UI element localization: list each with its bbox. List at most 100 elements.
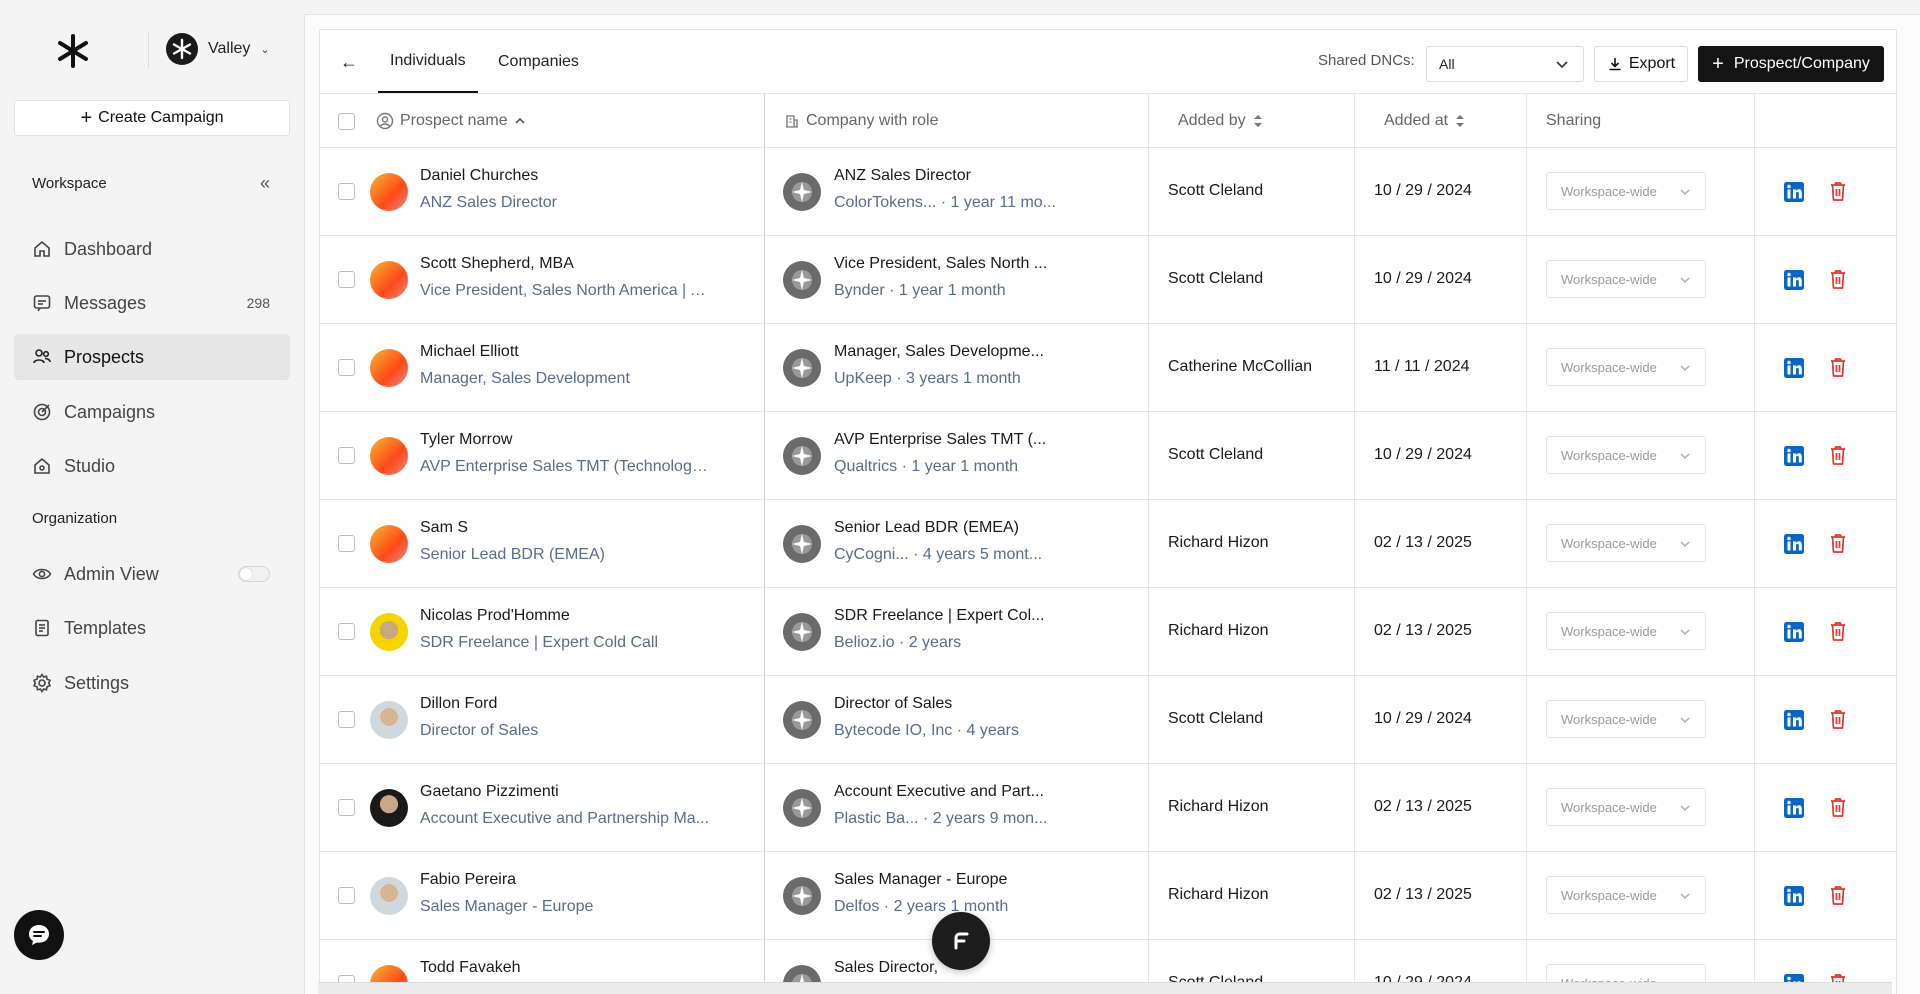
added-by: Richard Hizon (1168, 886, 1269, 903)
prospect-name[interactable]: Nicolas Prod'Homme (420, 607, 570, 624)
table-row[interactable]: Dillon Ford Director of Sales Director of … (320, 676, 1896, 764)
workspace-section-label: Workspace (32, 175, 107, 192)
table-row[interactable]: Daniel Churches ANZ Sales Director ANZ Sal… (320, 148, 1896, 236)
sharing-select[interactable]: Workspace-wide (1546, 788, 1706, 826)
nav-settings[interactable]: Settings (14, 660, 290, 706)
row-checkbox[interactable] (338, 359, 355, 376)
add-prospect-company-button[interactable]: + Prospect/Company (1698, 46, 1884, 82)
added-by: Scott Cleland (1168, 446, 1264, 463)
valley-logo-icon[interactable] (55, 33, 91, 69)
nav-campaigns-label: Campaigns (64, 401, 156, 422)
sharing-select[interactable]: Workspace-wide (1546, 524, 1706, 562)
table-row[interactable]: Scott Shepherd, MBA Vice President, Sales… (320, 236, 1896, 324)
user-circle-icon (376, 112, 394, 130)
row-checkbox[interactable] (338, 623, 355, 640)
table-row[interactable]: Michael Elliott Manager, Sales Developmen… (320, 324, 1896, 412)
prospect-name[interactable]: Todd Favakeh (420, 959, 521, 976)
header-added-at[interactable]: Added at (1384, 94, 1466, 148)
nav-templates[interactable]: Templates (14, 605, 290, 651)
added-at: 02 / 13 / 2025 (1374, 798, 1472, 815)
company-meta: ColorTokens... · 1 year 11 mo... (834, 194, 1057, 211)
table-row[interactable]: Fabio Pereira Sales Manager - Europe Sales… (320, 852, 1896, 940)
table-row[interactable]: Tyler Morrow AVP Enterprise Sales TMT (Te… (320, 412, 1896, 500)
tab-companies[interactable]: Companies (498, 52, 579, 70)
trash-icon[interactable] (1828, 796, 1850, 820)
column-divider (1354, 94, 1355, 994)
add-prospect-company-label: Prospect/Company (1733, 55, 1870, 72)
sharing-select[interactable]: Workspace-wide (1546, 348, 1706, 386)
row-checkbox[interactable] (338, 711, 355, 728)
prospect-name[interactable]: Dillon Ford (420, 695, 498, 712)
company-logo-icon (783, 701, 821, 739)
trash-icon[interactable] (1828, 532, 1850, 556)
floating-app-button[interactable] (932, 912, 990, 970)
trash-icon[interactable] (1828, 356, 1850, 380)
trash-icon[interactable] (1828, 180, 1850, 204)
back-arrow-icon[interactable]: ← (340, 52, 358, 72)
table-row[interactable]: Nicolas Prod'Homme SDR Freelance | Expert… (320, 588, 1896, 676)
prospect-name[interactable]: Gaetano Pizzimenti (420, 783, 559, 800)
trash-icon[interactable] (1828, 268, 1850, 292)
support-chat-button[interactable] (14, 910, 64, 960)
header-added-by[interactable]: Added by (1178, 94, 1264, 148)
row-checkbox[interactable] (338, 799, 355, 816)
chevron-down-icon (1680, 541, 1690, 547)
create-campaign-button[interactable]: + Create Campaign (14, 100, 290, 136)
sharing-select[interactable]: Workspace-wide (1546, 876, 1706, 914)
linkedin-icon[interactable] (1783, 357, 1805, 379)
trash-icon[interactable] (1828, 884, 1850, 908)
nav-templates-label: Templates (64, 617, 147, 638)
header-added-at-label: Added at (1384, 112, 1449, 129)
header-company-role[interactable]: Company with role (784, 94, 939, 148)
table-row[interactable]: Sam S Senior Lead BDR (EMEA) Senior Lead B… (320, 500, 1896, 588)
export-button[interactable]: Export (1594, 46, 1688, 82)
linkedin-icon[interactable] (1783, 885, 1805, 907)
nav-dashboard[interactable]: Dashboard (14, 226, 290, 272)
sharing-select[interactable]: Workspace-wide (1546, 700, 1706, 738)
row-checkbox[interactable] (338, 447, 355, 464)
prospect-name[interactable]: Sam S (420, 519, 469, 536)
row-checkbox[interactable] (338, 271, 355, 288)
shared-dncs-select[interactable]: All (1426, 46, 1584, 82)
nav-campaigns[interactable]: Campaigns (14, 389, 290, 435)
sharing-select[interactable]: Workspace-wide (1546, 436, 1706, 474)
trash-icon[interactable] (1828, 708, 1850, 732)
admin-view-toggle[interactable] (238, 566, 270, 582)
linkedin-icon[interactable] (1783, 709, 1805, 731)
chevron-down-icon (1680, 629, 1690, 635)
trash-icon[interactable] (1828, 620, 1850, 644)
sort-icon (1456, 115, 1465, 127)
workspace-switcher[interactable]: Valley ⌄ (166, 33, 270, 65)
collapse-sidebar-icon[interactable]: « (260, 173, 271, 193)
table-row[interactable]: Gaetano Pizzimenti Account Executive and … (320, 764, 1896, 852)
row-checkbox[interactable] (338, 183, 355, 200)
linkedin-icon[interactable] (1783, 181, 1805, 203)
row-checkbox[interactable] (338, 535, 355, 552)
added-at: 10 / 29 / 2024 (1374, 270, 1472, 287)
prospect-name[interactable]: Scott Shepherd, MBA (420, 255, 574, 272)
prospect-name[interactable]: Michael Elliott (420, 343, 519, 360)
tab-individuals[interactable]: Individuals (378, 30, 478, 93)
select-all-checkbox[interactable] (338, 94, 355, 148)
prospect-name[interactable]: Fabio Pereira (420, 871, 517, 888)
row-checkbox[interactable] (338, 887, 355, 904)
linkedin-icon[interactable] (1783, 445, 1805, 467)
avatar (370, 701, 408, 739)
prospect-name[interactable]: Tyler Morrow (420, 431, 513, 448)
sharing-select[interactable]: Workspace-wide (1546, 260, 1706, 298)
horizontal-scrollbar[interactable] (318, 982, 1892, 994)
nav-messages[interactable]: Messages 298 (14, 280, 290, 326)
sharing-select[interactable]: Workspace-wide (1546, 172, 1706, 210)
linkedin-icon[interactable] (1783, 621, 1805, 643)
linkedin-icon[interactable] (1783, 533, 1805, 555)
linkedin-icon[interactable] (1783, 797, 1805, 819)
nav-studio[interactable]: Studio (14, 443, 290, 489)
trash-icon[interactable] (1828, 444, 1850, 468)
linkedin-icon[interactable] (1783, 269, 1805, 291)
sharing-select[interactable]: Workspace-wide (1546, 612, 1706, 650)
prospect-name[interactable]: Daniel Churches (420, 167, 539, 184)
nav-prospects[interactable]: Prospects (14, 334, 290, 380)
nav-admin-view[interactable]: Admin View (14, 551, 290, 597)
toolbar: ← Individuals Companies Shared DNCs: All… (320, 30, 1896, 94)
header-prospect-name[interactable]: Prospect name (376, 94, 526, 148)
